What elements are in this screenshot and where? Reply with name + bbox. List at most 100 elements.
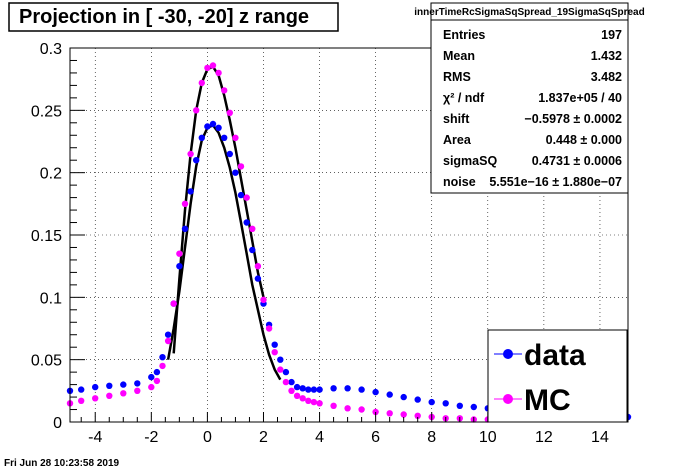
data-point-mc [106,392,113,399]
chart-title: Projection in [ -30, -20] z range [19,6,309,28]
data-point-mc [148,383,155,391]
legend-label: MC [524,384,571,417]
x-tick-label: -4 [88,429,102,446]
data-point-data [106,382,113,389]
data-point-data [148,373,155,381]
data-point-data [299,385,306,392]
data-point-data [254,275,262,282]
data-point-mc [134,387,141,394]
data-point-data [400,393,407,401]
data-point-data [237,191,245,199]
data-point-data [344,385,351,392]
data-point-data [92,383,99,391]
data-point-mc [78,397,85,404]
stats-label: RMS [443,70,471,84]
data-point-data [277,356,284,363]
stats-label: sigmaSQ [443,154,497,168]
data-point-mc [299,395,306,402]
data-point-data [159,354,166,361]
data-point-data [428,398,435,406]
data-point-mc [159,362,166,370]
x-tick-label: 4 [315,429,324,446]
data-point-mc [414,412,421,419]
data-point-data [305,386,312,393]
x-tick-label: 10 [479,429,497,446]
data-point-data [134,380,141,387]
data-point-mc [243,194,250,201]
data-point-mc [271,349,278,356]
data-point-data [293,383,301,391]
data-point-mc [277,366,284,373]
data-point-data [204,123,211,130]
data-markers [66,62,632,423]
y-tick-label: 0.15 [31,228,62,245]
stats-value: 1.837e+05 / 40 [538,91,622,105]
x-tick-label: 2 [259,429,268,446]
stats-label: Mean [443,49,475,63]
x-tick-label: -2 [144,429,158,446]
data-point-mc [293,392,301,399]
data-point-data [193,157,200,164]
axes: -4 -2 0 2 4 6 8 10 12 14 0 0.05 0.1 0.15 0.2 0.25 0.3 [31,41,629,446]
legend-marker [503,349,513,359]
stats-value: 1.432 [591,49,622,63]
fit-curve [172,65,265,354]
data-point-mc [282,378,290,386]
data-point-mc [215,69,222,77]
data-point-data [442,400,449,407]
data-point-mc [310,398,318,406]
legend-box: data MC [487,329,628,423]
y-tick-label: 0.1 [40,290,62,307]
y-tick-label: 0.05 [31,353,62,370]
stats-label: shift [443,112,470,126]
data-point-data [316,386,323,393]
data-point-data [271,341,278,348]
title-box: Projection in [ -30, -20] z range [8,2,339,32]
data-point-data [198,134,205,141]
data-point-mc [176,250,183,257]
legend-marker [503,394,513,404]
stats-value: −0.5978 ± 0.0002 [524,112,622,126]
data-point-mc [153,377,161,385]
stats-rows: Entries 197 Mean 1.432 RMS 3.482 χ² / ndf 1.837… [443,28,622,189]
data-point-mc [254,263,262,270]
stats-value: 0.4731 ± 0.0006 [532,154,622,168]
data-point-mc [92,395,99,402]
data-point-mc [288,387,295,394]
data-point-data [456,402,463,409]
legend-label: data [524,339,586,372]
data-point-data [288,378,295,386]
data-point-mc [164,337,172,345]
data-point-data [176,263,183,270]
data-point-data [153,368,161,376]
data-point-data [386,391,393,398]
data-point-mc [358,406,365,413]
stats-label: Entries [443,28,485,42]
data-point-data [209,120,217,128]
data-point-mc [386,410,393,417]
data-point-data [181,225,189,232]
data-point-mc [400,411,407,418]
data-point-mc [193,107,200,114]
data-point-mc [204,64,211,72]
data-point-data [221,134,228,141]
data-point-data [470,403,477,411]
data-point-mc [170,300,177,307]
stats-label: χ² / ndf [443,91,485,105]
data-point-data [243,219,250,226]
timestamp: Fri Jun 28 10:23:58 2019 [4,458,120,469]
stats-value: 197 [601,28,622,42]
x-tick-label: 14 [591,429,609,446]
x-tick-label: 8 [427,429,436,446]
data-point-mc [120,390,127,397]
data-point-mc [232,134,239,141]
data-point-data [232,169,239,176]
data-point-data [249,246,256,254]
data-point-mc [316,400,323,407]
data-point-mc [209,62,217,69]
stats-label: Area [443,133,472,147]
data-point-data [414,396,421,403]
data-point-data [215,124,222,131]
data-point-mc [181,200,189,207]
